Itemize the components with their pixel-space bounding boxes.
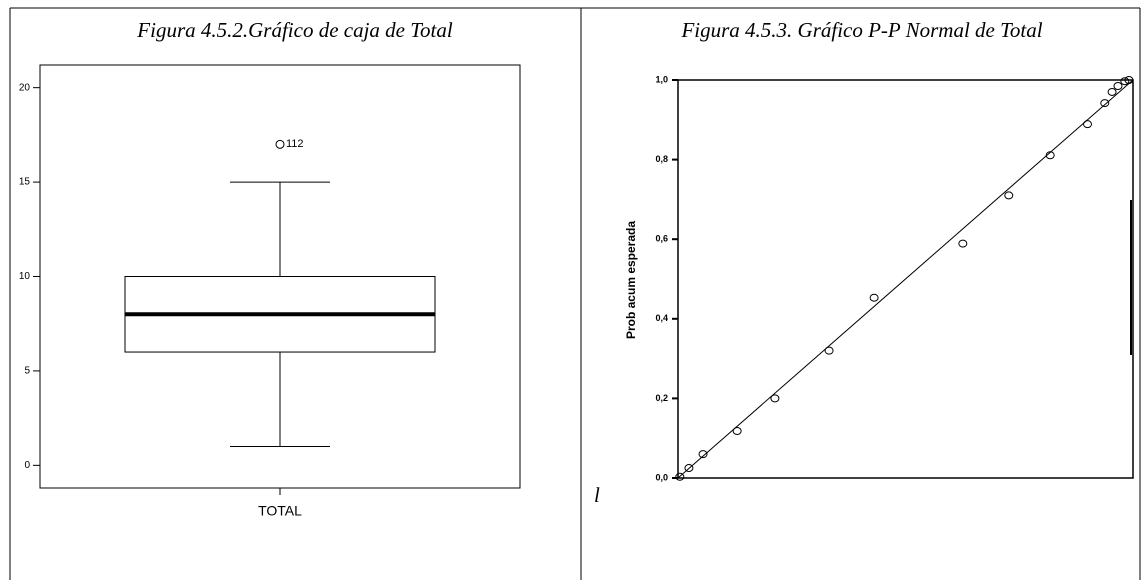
chart-title: Figura 4.5.2.Gráfico de caja de Total bbox=[136, 18, 453, 42]
y-tick-label: 0,0 bbox=[655, 472, 668, 482]
annotation: l bbox=[594, 483, 600, 507]
point bbox=[732, 427, 742, 436]
chart-title: Figura 4.5.3. Gráfico P-P Normal de Tota… bbox=[680, 18, 1042, 42]
y-tick-label: 15 bbox=[19, 177, 31, 188]
outlier bbox=[275, 139, 285, 149]
y-tick-label: 0,4 bbox=[655, 313, 668, 323]
point bbox=[1004, 191, 1014, 200]
y-axis-label: Prob acum esperada bbox=[624, 221, 638, 339]
point bbox=[684, 464, 694, 473]
y-tick-label: 0 bbox=[24, 460, 30, 471]
point bbox=[1120, 77, 1130, 86]
point bbox=[824, 346, 834, 355]
y-tick-label: 0,2 bbox=[655, 393, 668, 403]
point bbox=[698, 450, 708, 459]
outlier-label: 112 bbox=[286, 138, 304, 150]
point bbox=[675, 472, 685, 481]
point bbox=[958, 239, 968, 248]
reference-line bbox=[677, 79, 1134, 479]
y-tick-label: 1,0 bbox=[655, 74, 668, 84]
y-tick-label: 10 bbox=[19, 271, 31, 282]
x-tick-label: TOTAL bbox=[258, 503, 302, 519]
y-tick-label: 0,8 bbox=[655, 154, 668, 164]
point bbox=[1045, 151, 1055, 160]
y-tick-label: 0,6 bbox=[655, 234, 668, 244]
y-tick-label: 5 bbox=[24, 366, 30, 377]
y-tick-label: 20 bbox=[19, 82, 31, 93]
point bbox=[1113, 81, 1123, 90]
point bbox=[1100, 99, 1110, 108]
point bbox=[1083, 120, 1092, 129]
point bbox=[1124, 76, 1134, 84]
point bbox=[1107, 87, 1117, 96]
point bbox=[770, 394, 780, 403]
plot-frame bbox=[677, 79, 1134, 479]
point bbox=[869, 293, 879, 302]
